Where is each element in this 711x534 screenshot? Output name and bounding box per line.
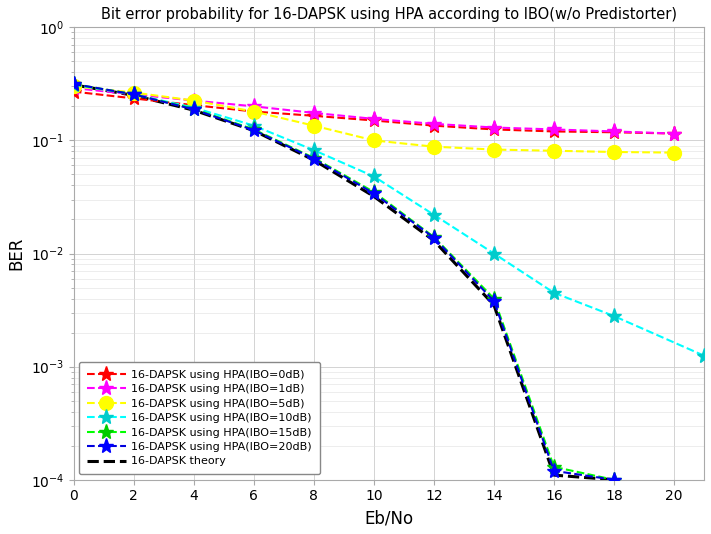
16-DAPSK using HPA(IBO=20dB) <box>70 81 78 87</box>
16-DAPSK using HPA(IBO=1dB) <box>309 109 318 116</box>
16-DAPSK using HPA(IBO=0dB) <box>550 128 558 135</box>
16-DAPSK using HPA(IBO=20dB) <box>250 127 258 134</box>
Y-axis label: BER: BER <box>7 237 25 270</box>
16-DAPSK using HPA(IBO=10dB) <box>700 352 708 359</box>
16-DAPSK using HPA(IBO=20dB) <box>490 298 498 304</box>
16-DAPSK using HPA(IBO=1dB) <box>250 103 258 109</box>
16-DAPSK using HPA(IBO=10dB) <box>190 104 198 111</box>
16-DAPSK using HPA(IBO=15dB) <box>70 81 78 87</box>
16-DAPSK theory <box>550 472 558 478</box>
Line: 16-DAPSK using HPA(IBO=20dB): 16-DAPSK using HPA(IBO=20dB) <box>66 76 621 488</box>
16-DAPSK using HPA(IBO=0dB) <box>70 89 78 95</box>
16-DAPSK theory <box>490 302 498 308</box>
16-DAPSK using HPA(IBO=20dB) <box>190 106 198 113</box>
16-DAPSK using HPA(IBO=1dB) <box>129 91 138 98</box>
16-DAPSK using HPA(IBO=0dB) <box>190 102 198 108</box>
16-DAPSK using HPA(IBO=0dB) <box>250 108 258 115</box>
16-DAPSK using HPA(IBO=1dB) <box>70 85 78 91</box>
16-DAPSK using HPA(IBO=10dB) <box>429 211 438 218</box>
Line: 16-DAPSK using HPA(IBO=10dB): 16-DAPSK using HPA(IBO=10dB) <box>66 77 711 363</box>
16-DAPSK using HPA(IBO=1dB) <box>490 124 498 131</box>
16-DAPSK using HPA(IBO=20dB) <box>429 234 438 241</box>
16-DAPSK using HPA(IBO=0dB) <box>490 126 498 132</box>
Title: Bit error probability for 16-DAPSK using HPA according to IBO(w/o Predistorter): Bit error probability for 16-DAPSK using… <box>101 7 677 22</box>
16-DAPSK using HPA(IBO=20dB) <box>370 190 378 197</box>
16-DAPSK using HPA(IBO=5dB) <box>370 137 378 144</box>
16-DAPSK using HPA(IBO=5dB) <box>70 83 78 90</box>
16-DAPSK using HPA(IBO=5dB) <box>190 97 198 104</box>
16-DAPSK using HPA(IBO=0dB) <box>370 117 378 124</box>
16-DAPSK theory <box>429 238 438 244</box>
16-DAPSK using HPA(IBO=5dB) <box>429 144 438 150</box>
16-DAPSK using HPA(IBO=15dB) <box>550 464 558 470</box>
16-DAPSK using HPA(IBO=1dB) <box>190 97 198 104</box>
16-DAPSK using HPA(IBO=5dB) <box>129 89 138 96</box>
16-DAPSK using HPA(IBO=1dB) <box>429 121 438 127</box>
Line: 16-DAPSK using HPA(IBO=15dB): 16-DAPSK using HPA(IBO=15dB) <box>66 76 621 488</box>
16-DAPSK using HPA(IBO=20dB) <box>309 155 318 162</box>
16-DAPSK using HPA(IBO=10dB) <box>250 122 258 129</box>
Line: 16-DAPSK using HPA(IBO=0dB): 16-DAPSK using HPA(IBO=0dB) <box>66 84 682 141</box>
16-DAPSK using HPA(IBO=1dB) <box>670 130 678 137</box>
16-DAPSK using HPA(IBO=20dB) <box>610 476 619 483</box>
16-DAPSK using HPA(IBO=0dB) <box>429 122 438 129</box>
16-DAPSK using HPA(IBO=1dB) <box>550 126 558 132</box>
16-DAPSK using HPA(IBO=15dB) <box>250 126 258 132</box>
16-DAPSK using HPA(IBO=5dB) <box>670 150 678 156</box>
16-DAPSK using HPA(IBO=10dB) <box>129 91 138 98</box>
16-DAPSK using HPA(IBO=0dB) <box>670 130 678 137</box>
16-DAPSK using HPA(IBO=15dB) <box>309 155 318 161</box>
16-DAPSK theory <box>610 476 619 483</box>
Line: 16-DAPSK theory: 16-DAPSK theory <box>74 85 614 480</box>
16-DAPSK using HPA(IBO=0dB) <box>129 95 138 101</box>
16-DAPSK using HPA(IBO=15dB) <box>129 91 138 98</box>
16-DAPSK using HPA(IBO=20dB) <box>129 91 138 98</box>
16-DAPSK theory <box>250 128 258 134</box>
16-DAPSK using HPA(IBO=10dB) <box>490 250 498 257</box>
16-DAPSK using HPA(IBO=0dB) <box>309 113 318 119</box>
16-DAPSK theory <box>370 193 378 200</box>
16-DAPSK using HPA(IBO=15dB) <box>490 295 498 302</box>
16-DAPSK using HPA(IBO=5dB) <box>490 146 498 153</box>
16-DAPSK using HPA(IBO=1dB) <box>610 128 619 135</box>
16-DAPSK using HPA(IBO=1dB) <box>370 116 378 122</box>
16-DAPSK theory <box>309 157 318 163</box>
Legend: 16-DAPSK using HPA(IBO=0dB), 16-DAPSK using HPA(IBO=1dB), 16-DAPSK using HPA(IBO: 16-DAPSK using HPA(IBO=0dB), 16-DAPSK us… <box>79 362 320 474</box>
16-DAPSK using HPA(IBO=15dB) <box>610 476 619 483</box>
16-DAPSK using HPA(IBO=15dB) <box>370 189 378 195</box>
16-DAPSK using HPA(IBO=10dB) <box>70 82 78 88</box>
16-DAPSK using HPA(IBO=10dB) <box>610 313 619 319</box>
16-DAPSK using HPA(IBO=10dB) <box>550 289 558 296</box>
16-DAPSK using HPA(IBO=5dB) <box>309 122 318 129</box>
16-DAPSK theory <box>129 92 138 99</box>
16-DAPSK using HPA(IBO=5dB) <box>250 108 258 115</box>
16-DAPSK theory <box>190 107 198 113</box>
16-DAPSK using HPA(IBO=0dB) <box>610 129 619 136</box>
16-DAPSK using HPA(IBO=15dB) <box>429 234 438 240</box>
16-DAPSK using HPA(IBO=20dB) <box>550 468 558 474</box>
Line: 16-DAPSK using HPA(IBO=5dB): 16-DAPSK using HPA(IBO=5dB) <box>67 80 681 160</box>
16-DAPSK theory <box>70 82 78 88</box>
Line: 16-DAPSK using HPA(IBO=1dB): 16-DAPSK using HPA(IBO=1dB) <box>66 81 682 141</box>
16-DAPSK using HPA(IBO=10dB) <box>370 173 378 179</box>
16-DAPSK using HPA(IBO=10dB) <box>309 147 318 153</box>
16-DAPSK using HPA(IBO=5dB) <box>610 149 619 155</box>
16-DAPSK using HPA(IBO=5dB) <box>550 147 558 154</box>
16-DAPSK using HPA(IBO=15dB) <box>190 106 198 112</box>
X-axis label: Eb/No: Eb/No <box>364 509 414 527</box>
